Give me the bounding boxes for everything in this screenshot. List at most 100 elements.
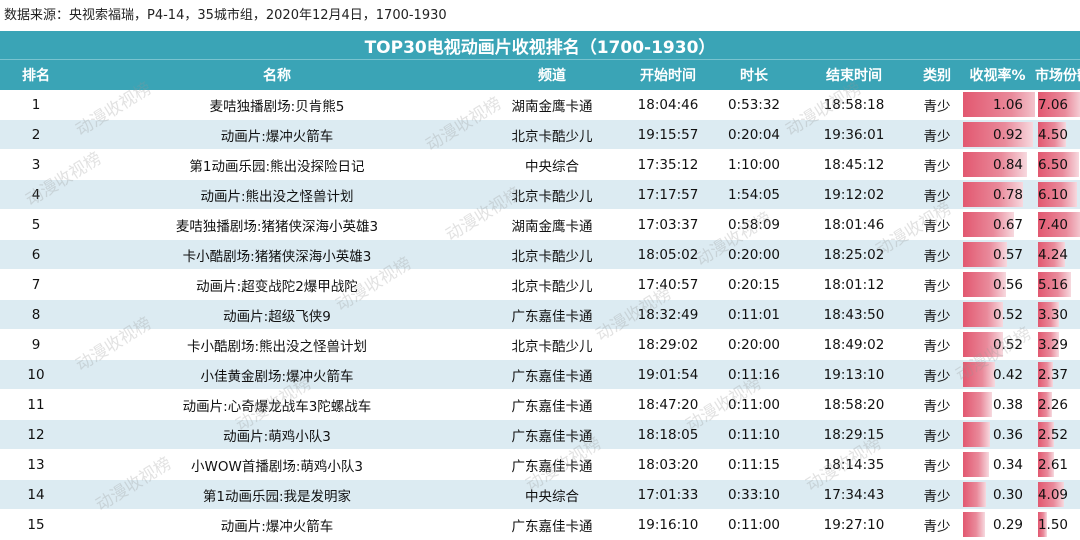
rating-value: 0.36 xyxy=(992,426,1023,443)
cell-duration: 0:20:00 xyxy=(714,239,794,270)
share-value: 2.26 xyxy=(1037,396,1068,413)
cell-name: 小佳黄金剧场:爆冲火箭车 xyxy=(72,359,482,390)
table-row: 11 动画片:心奇爆龙战车3陀螺战车 广东嘉佳卡通 18:47:20 0:11:00 18… xyxy=(0,389,1080,420)
col-header-name: 名称 xyxy=(72,59,482,90)
cell-duration: 0:11:15 xyxy=(714,449,794,480)
share-value: 3.29 xyxy=(1037,336,1068,353)
rating-data-bar xyxy=(963,512,985,537)
share-value: 6.10 xyxy=(1037,186,1068,203)
cell-duration: 0:58:09 xyxy=(714,209,794,240)
cell-channel: 北京卡酷少儿 xyxy=(482,179,622,210)
cell-rank: 13 xyxy=(0,449,72,480)
share-data-bar xyxy=(1038,482,1064,507)
share-value: 1.50 xyxy=(1037,516,1068,533)
cell-share: 4.50 xyxy=(1035,119,1080,150)
rating-data-bar xyxy=(963,212,1014,237)
share-data-bar xyxy=(1038,242,1065,267)
table-row: 1 麦咭独播剧场:贝肯熊5 湖南金鹰卡通 18:04:46 0:53:32 18:58:1… xyxy=(0,90,1080,120)
share-data-bar xyxy=(1038,422,1054,447)
col-header-share: 市场份额% xyxy=(1035,59,1080,90)
table-row: 14 第1动画乐园:我是发明家 中央综合 17:01:33 0:33:10 17:34:4… xyxy=(0,479,1080,510)
cell-category: 青少 xyxy=(914,209,960,240)
cell-channel: 广东嘉佳卡通 xyxy=(482,359,622,390)
rating-data-bar xyxy=(963,392,992,417)
cell-end: 18:01:46 xyxy=(794,209,914,240)
col-header-start: 开始时间 xyxy=(622,59,714,90)
rating-data-bar xyxy=(963,332,1003,357)
col-header-end: 结束时间 xyxy=(794,59,914,90)
share-value: 4.24 xyxy=(1037,246,1068,263)
cell-rating: 0.36 xyxy=(960,419,1035,450)
cell-end: 19:12:02 xyxy=(794,179,914,210)
cell-channel: 广东嘉佳卡通 xyxy=(482,449,622,480)
cell-share: 2.26 xyxy=(1035,389,1080,420)
share-data-bar xyxy=(1038,302,1059,327)
rating-value: 0.84 xyxy=(992,156,1023,173)
cell-end: 18:01:12 xyxy=(794,269,914,300)
share-value: 7.06 xyxy=(1037,96,1068,113)
cell-name: 动画片:爆冲火箭车 xyxy=(72,509,482,540)
share-value: 2.61 xyxy=(1037,456,1068,473)
share-value: 6.50 xyxy=(1037,156,1068,173)
col-header-duration: 时长 xyxy=(714,59,794,90)
cell-share: 2.61 xyxy=(1035,449,1080,480)
cell-rating: 0.42 xyxy=(960,359,1035,390)
cell-rank: 7 xyxy=(0,269,72,300)
cell-category: 青少 xyxy=(914,299,960,330)
cell-category: 青少 xyxy=(914,359,960,390)
cell-share: 7.40 xyxy=(1035,209,1080,240)
cell-duration: 1:54:05 xyxy=(714,179,794,210)
cell-channel: 广东嘉佳卡通 xyxy=(482,509,622,540)
cell-start: 18:32:49 xyxy=(622,299,714,330)
cell-category: 青少 xyxy=(914,90,960,120)
cell-channel: 湖南金鹰卡通 xyxy=(482,209,622,240)
cell-channel: 湖南金鹰卡通 xyxy=(482,90,622,120)
table-body: 1 麦咭独播剧场:贝肯熊5 湖南金鹰卡通 18:04:46 0:53:32 18:58:1… xyxy=(0,90,1080,540)
cell-rank: 10 xyxy=(0,359,72,390)
cell-category: 青少 xyxy=(914,509,960,540)
table-row: 12 动画片:萌鸡小队3 广东嘉佳卡通 18:18:05 0:11:10 18:29:15… xyxy=(0,419,1080,450)
cell-end: 18:49:02 xyxy=(794,329,914,360)
cell-rank: 8 xyxy=(0,299,72,330)
cell-rank: 6 xyxy=(0,239,72,270)
cell-duration: 0:33:10 xyxy=(714,479,794,510)
share-data-bar xyxy=(1038,272,1071,297)
cell-name: 麦咭独播剧场:贝肯熊5 xyxy=(72,90,482,120)
cell-duration: 0:11:01 xyxy=(714,299,794,330)
cell-share: 4.09 xyxy=(1035,479,1080,510)
share-data-bar xyxy=(1038,212,1080,237)
col-header-rating: 收视率% xyxy=(960,59,1035,90)
cell-channel: 广东嘉佳卡通 xyxy=(482,419,622,450)
rating-data-bar xyxy=(963,302,1003,327)
cell-duration: 0:20:15 xyxy=(714,269,794,300)
cell-duration: 0:11:16 xyxy=(714,359,794,390)
cell-rank: 9 xyxy=(0,329,72,360)
rating-value: 0.52 xyxy=(992,306,1023,323)
cell-start: 18:47:20 xyxy=(622,389,714,420)
cell-start: 17:35:12 xyxy=(622,149,714,180)
cell-start: 18:18:05 xyxy=(622,419,714,450)
cell-category: 青少 xyxy=(914,419,960,450)
cell-duration: 0:53:32 xyxy=(714,90,794,120)
share-value: 4.50 xyxy=(1037,126,1068,143)
cell-start: 18:04:46 xyxy=(622,90,714,120)
cell-rating: 0.30 xyxy=(960,479,1035,510)
cell-name: 小WOW首播剧场:萌鸡小队3 xyxy=(72,449,482,480)
cell-duration: 0:20:00 xyxy=(714,329,794,360)
rating-value: 0.38 xyxy=(992,396,1023,413)
cell-duration: 0:11:00 xyxy=(714,509,794,540)
cell-duration: 0:11:10 xyxy=(714,419,794,450)
cell-rank: 14 xyxy=(0,479,72,510)
cell-category: 青少 xyxy=(914,389,960,420)
cell-share: 3.29 xyxy=(1035,329,1080,360)
cell-start: 17:17:57 xyxy=(622,179,714,210)
cell-rating: 0.67 xyxy=(960,209,1035,240)
cell-start: 19:01:54 xyxy=(622,359,714,390)
cell-end: 18:25:02 xyxy=(794,239,914,270)
cell-start: 19:16:10 xyxy=(622,509,714,540)
cell-rank: 4 xyxy=(0,179,72,210)
rating-data-bar xyxy=(963,242,1007,267)
cell-name: 麦咭独播剧场:猪猪侠深海小英雄3 xyxy=(72,209,482,240)
rating-data-bar xyxy=(963,182,1023,207)
cell-name: 动画片:熊出没之怪兽计划 xyxy=(72,179,482,210)
